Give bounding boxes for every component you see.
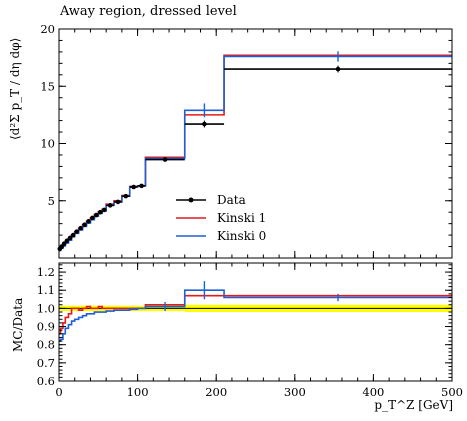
- legend-markers: [176, 197, 206, 237]
- data-points: [57, 65, 452, 252]
- data-point-19: [162, 157, 168, 162]
- data-point-12: [97, 209, 103, 215]
- axes: 5 10 15 20 0.6 0.7 0.8 0.9 1.0 1.1 1.2 0 100 200 300 40…: [37, 22, 463, 399]
- ratio-y-tick-label: 0.7: [37, 356, 55, 370]
- ratio-y-tick-label: 1.1: [37, 283, 55, 297]
- main-y-tick-label: 5: [48, 194, 55, 208]
- main-y-tick-label: 20: [40, 22, 55, 36]
- data-point-11: [94, 212, 99, 218]
- main-y-tick-label: 10: [40, 137, 55, 151]
- x-axis-label: p_T^Z [GeV]: [374, 398, 453, 412]
- data-point-21: [335, 66, 341, 72]
- legend-marker-data-point: [188, 197, 194, 203]
- x-tick-label: 100: [127, 385, 149, 399]
- data-point-20: [202, 121, 207, 127]
- ratio-y-tick-label: 0.9: [37, 320, 55, 334]
- x-tick-label: 300: [284, 385, 306, 399]
- data-point-18: [139, 183, 144, 189]
- ratio-panel-frame: [58, 262, 453, 382]
- ratio-line-kinski-1: [59, 294, 452, 335]
- data-point-4: [67, 235, 73, 241]
- data-point-8: [82, 222, 87, 228]
- data-point-9: [86, 219, 91, 224]
- ratio-y-tick-label: 0.6: [37, 374, 55, 388]
- x-tick-label: 500: [441, 385, 463, 399]
- ratio-y-tick-label: 1.0: [37, 301, 55, 315]
- data-point-7: [78, 225, 83, 231]
- legend-label-data: Data: [217, 193, 246, 207]
- x-tick-label: 200: [205, 385, 227, 399]
- y-axis-label-main: ⟨d²Σ p_T / dη dφ⟩: [8, 37, 22, 140]
- data-point-17: [131, 184, 136, 190]
- data-point-13: [101, 207, 107, 213]
- ratio-line-kinski-0: [59, 289, 452, 342]
- y-axis-label-ratio: MC/Data: [11, 297, 25, 352]
- data-point-2: [61, 241, 67, 246]
- data-point-14: [107, 203, 113, 208]
- ratio-y-tick-label: 1.2: [37, 265, 55, 279]
- data-point-16: [123, 193, 129, 199]
- main-y-tick-label: 15: [40, 79, 55, 93]
- chart-title: Away region, dressed level: [60, 4, 237, 19]
- data-point-3: [64, 238, 70, 244]
- x-tick-label: 400: [362, 385, 384, 399]
- histogram-lines: [59, 51, 452, 342]
- legend-label-kinski-0: Kinski 0: [217, 229, 267, 243]
- legend-label-kinski-1: Kinski 1: [217, 211, 267, 225]
- data-point-15: [115, 199, 121, 205]
- data-point-6: [74, 229, 79, 234]
- data-point-10: [90, 215, 95, 221]
- data-point-5: [70, 232, 76, 238]
- ratio-y-tick-label: 0.8: [37, 338, 55, 352]
- x-tick-label: 0: [55, 385, 62, 399]
